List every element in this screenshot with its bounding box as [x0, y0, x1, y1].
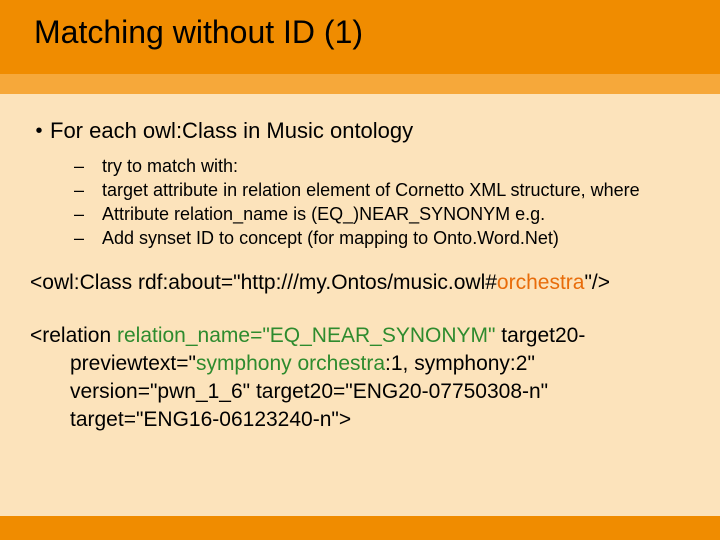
sub-bullet-text: try to match with: [102, 154, 238, 178]
code-text: :1, symphony:2" [385, 352, 535, 375]
sub-bullet-text: Add synset ID to concept (for mapping to… [102, 226, 559, 250]
highlight-symphony: symphony orchestra [196, 352, 385, 375]
sub-bullet: – target attribute in relation element o… [74, 178, 692, 202]
slide-title: Matching without ID (1) [34, 14, 363, 51]
sub-bullet: – Add synset ID to concept (for mapping … [74, 226, 692, 250]
code-text: <owl:Class rdf:about="http:///my.Ontos/m… [30, 271, 497, 294]
relation-snippet: <relation relation_name="EQ_NEAR_SYNONYM… [28, 322, 692, 434]
code-text: target20- [495, 324, 585, 347]
highlight-relation-name: relation_name="EQ_NEAR_SYNONYM" [117, 324, 495, 347]
code-text: version="pwn_1_6" target20="ENG20-077503… [30, 378, 692, 406]
sub-bullet-text: target attribute in relation element of … [102, 178, 640, 202]
owl-class-snippet: <owl:Class rdf:about="http:///my.Ontos/m… [28, 268, 692, 298]
sub-bullet: – Attribute relation_name is (EQ_)NEAR_S… [74, 202, 692, 226]
footer-band [0, 516, 720, 540]
code-text: previewtext=" [70, 352, 196, 375]
bullet-level1: • For each owl:Class in Music ontology [28, 118, 692, 144]
sub-bullet: – try to match with: [74, 154, 692, 178]
bullet-dot: • [28, 118, 50, 144]
code-text: "/> [584, 271, 610, 294]
header-subband [0, 74, 720, 94]
slide-body: • For each owl:Class in Music ontology –… [0, 118, 720, 434]
dash-icon: – [74, 154, 102, 178]
bullet-text: For each owl:Class in Music ontology [50, 118, 413, 144]
dash-icon: – [74, 178, 102, 202]
dash-icon: – [74, 226, 102, 250]
sub-bullet-text: Attribute relation_name is (EQ_)NEAR_SYN… [102, 202, 545, 226]
code-text: <relation [30, 324, 117, 347]
sub-bullet-list: – try to match with: – target attribute … [74, 154, 692, 250]
dash-icon: – [74, 202, 102, 226]
code-text: target="ENG16-06123240-n"> [30, 406, 692, 434]
highlight-orchestra: orchestra [497, 271, 585, 294]
